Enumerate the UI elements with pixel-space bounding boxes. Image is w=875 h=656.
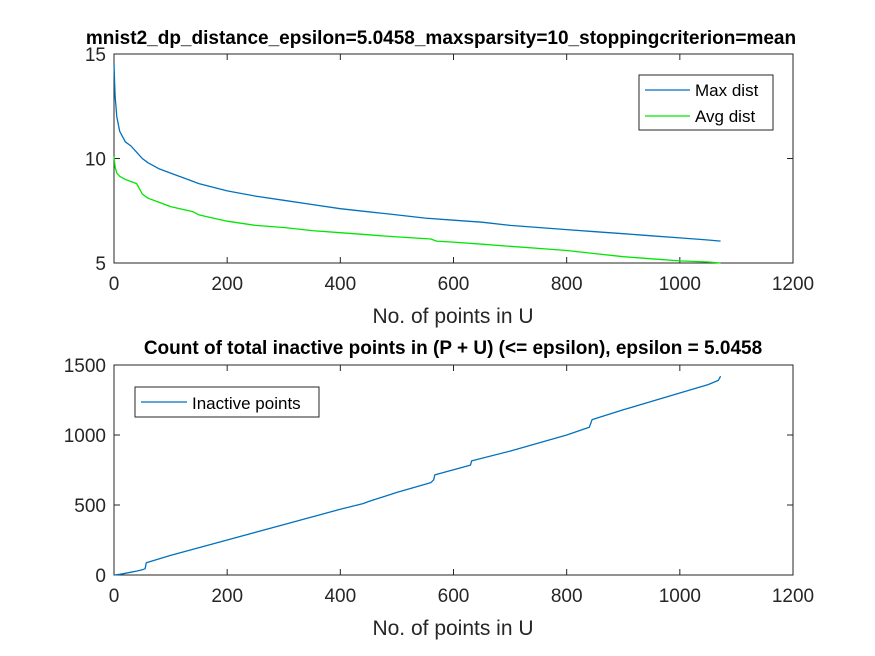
series-line-max-dist <box>113 64 721 242</box>
bottom-x-tick-label: 400 <box>324 586 356 607</box>
legend-label-avg-dist: Avg dist <box>695 107 755 126</box>
bottom-y-tick-label: 1000 <box>64 426 106 447</box>
bottom-x-axis-label: No. of points in U <box>372 617 533 640</box>
bottom-x-tick-label: 1000 <box>659 586 701 607</box>
top-x-axis: 0 200 400 600 800 1000 1200 <box>109 54 814 295</box>
top-x-tick-label: 0 <box>109 274 120 295</box>
bottom-x-tick-label: 600 <box>438 586 470 607</box>
bottom-x-tick-label: 0 <box>109 586 120 607</box>
series-line-inactive-points <box>113 375 722 576</box>
top-legend: Max dist Avg dist <box>638 74 774 131</box>
bottom-chart-title: Count of total inactive points in (P + U… <box>144 338 762 359</box>
top-x-tick-label: 600 <box>438 274 470 295</box>
bottom-x-tick-label: 1200 <box>772 586 814 607</box>
legend-label-inactive-points: Inactive points <box>192 394 301 413</box>
bottom-x-tick-label: 800 <box>551 586 583 607</box>
series-line-avg-dist <box>113 156 721 264</box>
bottom-y-tick-label: 0 <box>95 566 106 587</box>
top-x-axis-label: No. of points in U <box>372 305 533 328</box>
top-series-lines <box>113 64 721 264</box>
top-x-tick-label: 400 <box>324 274 356 295</box>
bottom-x-axis: 0 200 400 600 800 1000 1200 <box>109 365 814 607</box>
bottom-chart: Count of total inactive points in (P + U… <box>64 338 814 640</box>
top-y-tick-label: 15 <box>85 45 106 66</box>
bottom-y-axis: 0 500 1000 1500 <box>64 356 793 587</box>
top-chart: mnist2_dp_distance_epsilon=5.0458_maxspa… <box>85 28 814 328</box>
top-y-tick-label: 10 <box>85 150 106 171</box>
top-legend-box <box>638 74 774 131</box>
bottom-legend: Inactive points <box>134 386 320 418</box>
bottom-y-tick-label: 500 <box>74 496 106 517</box>
legend-label-max-dist: Max dist <box>695 81 759 100</box>
top-x-tick-label: 800 <box>551 274 583 295</box>
top-x-tick-label: 200 <box>211 274 243 295</box>
bottom-x-tick-label: 200 <box>211 586 243 607</box>
top-chart-title: mnist2_dp_distance_epsilon=5.0458_maxspa… <box>86 28 796 49</box>
top-x-tick-label: 1000 <box>659 274 701 295</box>
top-y-axis: 5 10 15 <box>85 45 793 275</box>
bottom-y-tick-label: 1500 <box>64 356 106 377</box>
top-y-tick-label: 5 <box>95 254 106 275</box>
bottom-series-lines <box>113 375 722 576</box>
top-x-tick-label: 1200 <box>772 274 814 295</box>
